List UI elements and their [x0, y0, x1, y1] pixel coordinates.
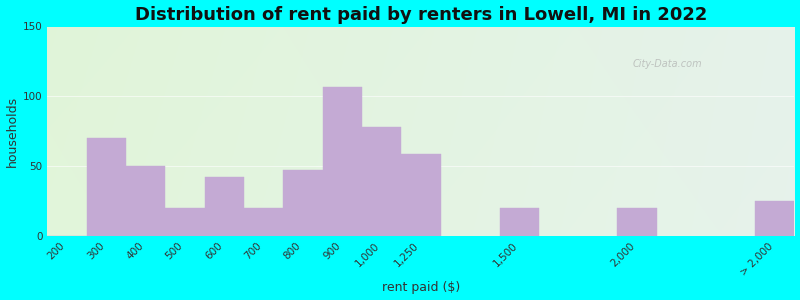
X-axis label: rent paid ($): rent paid ($): [382, 281, 460, 294]
Title: Distribution of rent paid by renters in Lowell, MI in 2022: Distribution of rent paid by renters in …: [134, 6, 707, 24]
Bar: [283, 170, 322, 236]
Bar: [402, 154, 441, 236]
Bar: [618, 208, 657, 236]
Bar: [126, 166, 166, 236]
Bar: [499, 208, 539, 236]
Bar: [755, 201, 794, 236]
Text: City-Data.com: City-Data.com: [633, 59, 702, 69]
Bar: [362, 127, 402, 236]
Bar: [86, 138, 126, 236]
Bar: [205, 177, 244, 236]
Y-axis label: households: households: [6, 96, 18, 167]
Bar: [166, 208, 205, 236]
Bar: [244, 208, 283, 236]
Bar: [322, 87, 362, 236]
